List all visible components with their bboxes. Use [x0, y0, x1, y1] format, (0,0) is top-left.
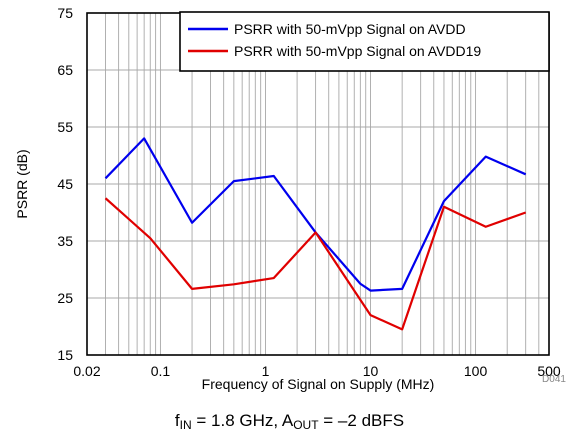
caption-f: f: [174, 411, 180, 430]
caption-mid: = 1.8 GHz, A: [191, 411, 294, 430]
y-tick-label: 65: [57, 62, 73, 78]
x-tick-label: 0.1: [151, 363, 171, 379]
legend-label-avdd: PSRR with 50-mVpp Signal on AVDD: [234, 21, 466, 37]
y-tick-label: 45: [57, 176, 73, 192]
legend-box: [179, 11, 550, 72]
x-tick-label: 1: [262, 363, 270, 379]
x-tick-label: 100: [464, 363, 488, 379]
x-tick-label: 0.02: [73, 363, 100, 379]
y-tick-label: 55: [57, 119, 73, 135]
y-tick-label: 25: [57, 290, 73, 306]
series-line-1: [104, 197, 527, 331]
figure-id: D041: [542, 374, 566, 385]
caption-end: = –2 dBFS: [318, 411, 405, 430]
y-tick-label: 35: [57, 233, 73, 249]
psrr-chart: 0.02 0.1 1 10 100 500 15 25 35 45 55 65 75 Frequency…: [14, 5, 566, 392]
caption-a-subscript: OUT: [293, 418, 319, 432]
y-tick-label: 75: [57, 5, 73, 21]
legend-label-avdd19: PSRR with 50-mVpp Signal on AVDD19: [234, 43, 481, 59]
series-layer: [104, 137, 527, 331]
y-axis-title: PSRR (dB): [14, 149, 30, 218]
y-tick-label: 15: [57, 347, 73, 363]
caption: fIN = 1.8 GHz, AOUT = –2 dBFS: [0, 410, 579, 436]
x-axis-title: Frequency of Signal on Supply (MHz): [202, 376, 435, 392]
x-tick-label: 500: [537, 363, 561, 379]
tick-labels: 0.02 0.1 1 10 100 500 15 25 35 45 55 65 75: [57, 5, 560, 379]
legend: PSRR with 50-mVpp Signal on AVDD PSRR wi…: [179, 11, 550, 72]
x-tick-label: 10: [363, 363, 379, 379]
series-line-0: [104, 137, 527, 292]
caption-f-subscript: IN: [179, 418, 192, 432]
